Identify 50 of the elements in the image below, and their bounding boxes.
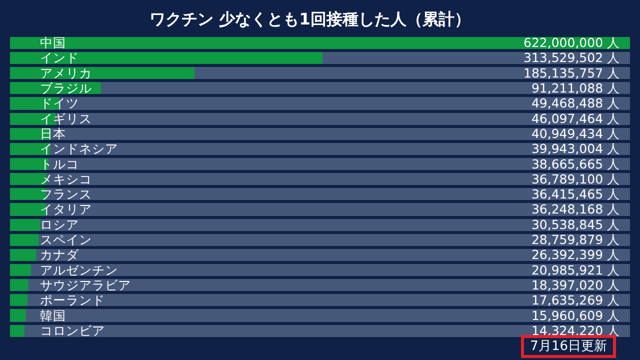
y-tick-label: インド [40,50,79,66]
y-tick-label: 日本 [40,126,66,141]
data-label: 26,392,399 人 [531,247,620,262]
y-tick-label: アメリカ [40,65,92,80]
bar [10,218,40,231]
y-tick-label: サウジアラビア [40,277,131,292]
y-tick-label: トルコ [40,156,79,172]
y-tick-label: アルゼンチン [40,262,118,278]
bar [10,51,323,64]
chart-title: ワクチン 少なくとも1回接種した人（累計） [150,10,470,28]
data-label: 38,665,665 人 [531,156,620,172]
data-label: 622,000,000 人 [524,35,620,50]
bar [10,278,28,292]
y-tick-label: イギリス [40,110,92,126]
y-tick-label: スペイン [40,232,92,248]
bar [10,294,28,307]
y-tick-label: ポーランド [40,292,105,308]
data-label: 18,397,020 人 [531,277,620,292]
data-label: 46,097,464 人 [531,110,620,126]
data-label: 36,248,168 人 [531,202,620,217]
data-label: 30,538,845 人 [531,216,620,232]
bar [10,263,31,276]
bar [10,248,36,262]
y-tick-label: インドネシア [40,141,118,156]
y-tick-label: カナダ [40,247,80,262]
y-tick-label: ロシア [40,216,79,232]
data-label: 17,635,269 人 [531,292,620,308]
bar [10,308,26,322]
data-label: 185,135,757 人 [524,65,620,80]
data-label: 20,985,921 人 [531,262,620,278]
data-label: 91,211,088 人 [531,80,620,96]
data-label: 39,943,004 人 [531,141,620,156]
bar [10,324,24,337]
y-tick-label: ブラジル [40,80,92,96]
data-label: 36,415,465 人 [531,186,620,202]
y-tick-label: 韓国 [40,308,66,323]
data-label: 15,960,609 人 [531,308,620,323]
y-tick-label: イタリア [40,202,92,217]
y-tick-label: 中国 [40,35,66,50]
data-label: 36,789,100 人 [531,171,620,186]
date-frame: 7月16日更新 [521,335,616,358]
bar [10,233,39,246]
data-label: 40,949,434 人 [531,126,620,141]
y-tick-label: ドイツ [40,96,79,111]
data-label: 28,759,879 人 [531,232,620,248]
y-tick-label: コロンビア [40,322,105,338]
y-tick-label: フランス [40,186,92,202]
y-tick-label: メキシコ [40,171,92,186]
data-label: 313,529,502 人 [524,50,620,66]
data-label: 49,468,488 人 [531,96,620,111]
